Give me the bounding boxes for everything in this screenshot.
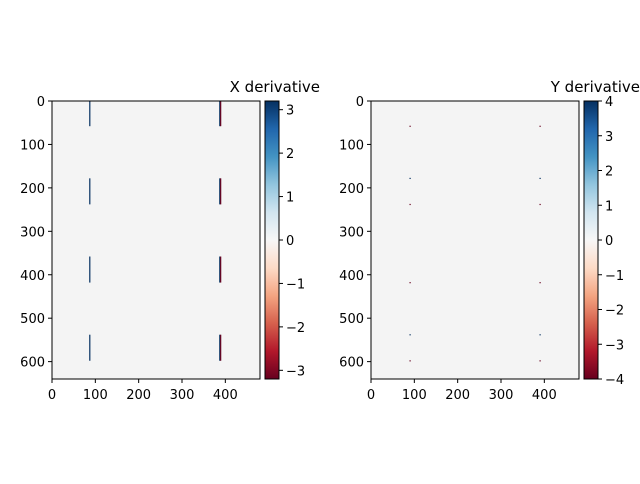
colorbar-tick-label-1: 3 (605, 130, 613, 145)
colorbar-tick-label-1: 2 (286, 147, 294, 162)
feature-point-9 (539, 282, 541, 284)
chart-title: X derivative (230, 78, 320, 96)
colorbar-axis: 3 2 1 0 −1 −2 −3 (279, 104, 305, 379)
y-tick-label-0: 0 (37, 95, 45, 110)
y-tick-label-5: 500 (20, 312, 45, 327)
feature-line-7 (220, 178, 222, 205)
feature-line-0 (89, 101, 91, 127)
colorbar-tick-label-6: −2 (605, 304, 624, 319)
colorbar (264, 100, 280, 380)
x-tick-label-2: 200 (126, 388, 151, 403)
feature-point-10 (539, 334, 541, 336)
x-tick-label-0: 0 (48, 388, 56, 403)
x-tick-label-1: 100 (402, 388, 427, 403)
colorbar-tick-label-5: −2 (286, 321, 305, 336)
colorbar (583, 100, 599, 380)
feature-point-2 (409, 203, 411, 206)
colorbar-tick-label-5: −1 (605, 269, 624, 284)
feature-line-1 (89, 178, 91, 205)
axes-frame (370, 100, 580, 380)
x-tick-label-4: 400 (213, 388, 238, 403)
feature-line-10 (219, 334, 221, 361)
feature-line-6 (219, 178, 221, 205)
y-tick-label-2: 200 (20, 182, 45, 197)
x-tick-label-0: 0 (367, 388, 375, 403)
x-axis: 0 100 200 300 400 (48, 379, 238, 403)
y-tick-label-4: 400 (339, 269, 364, 284)
feature-point-6 (539, 125, 541, 127)
y-tick-label-5: 500 (339, 312, 364, 327)
feature-point-11 (539, 360, 541, 362)
feature-point-5 (409, 360, 411, 362)
feature-point-0 (409, 125, 411, 127)
y-axis: 0 100 200 300 400 500 600 (339, 95, 371, 371)
colorbar-tick-label-3: 0 (286, 234, 294, 249)
feature-point-4 (409, 334, 411, 336)
y-axis: 0 100 200 300 400 500 600 (20, 95, 52, 371)
x-tick-label-2: 200 (445, 388, 470, 403)
y-tick-label-2: 200 (339, 182, 364, 197)
feature-line-8 (219, 256, 221, 283)
colorbar-tick-label-4: 0 (605, 234, 613, 249)
heatmap-image (52, 101, 260, 379)
y-tick-label-0: 0 (356, 95, 364, 110)
x-tick-label-1: 100 (83, 388, 108, 403)
colorbar-tick-label-2: 2 (605, 165, 613, 180)
colorbar-tick-label-6: −3 (286, 364, 305, 379)
feature-line-11 (220, 334, 222, 361)
feature-line-9 (220, 256, 222, 283)
x-tick-label-3: 300 (170, 388, 195, 403)
feature-line-3 (89, 334, 91, 361)
colorbar-tick-label-0: 3 (286, 104, 294, 119)
colorbar-tick-label-2: 1 (286, 191, 294, 206)
feature-line-4 (219, 101, 221, 127)
y-tick-label-1: 100 (20, 138, 45, 153)
y-tick-label-1: 100 (339, 138, 364, 153)
chart-title: Y derivative (550, 78, 640, 96)
feature-point-8 (539, 203, 541, 206)
colorbar-tick-label-7: −3 (605, 338, 624, 353)
colorbar-tick-label-3: 1 (605, 199, 613, 214)
heatmap-features (409, 125, 541, 362)
y-tick-label-6: 600 (339, 356, 364, 371)
feature-point-7 (539, 177, 541, 180)
y-tick-label-3: 300 (339, 225, 364, 240)
colorbar-axis: 4 3 2 1 0 −1 −2 −3 −4 (598, 95, 624, 388)
feature-line-2 (89, 256, 91, 283)
feature-point-3 (409, 282, 411, 284)
y-tick-label-3: 300 (20, 225, 45, 240)
x-tick-label-4: 400 (532, 388, 557, 403)
y-tick-label-6: 600 (20, 356, 45, 371)
colorbar-tick-label-4: −1 (286, 277, 305, 292)
heatmap-features (89, 101, 222, 361)
heatmap-image (371, 101, 579, 379)
feature-point-1 (409, 177, 411, 180)
axes-frame (51, 100, 261, 380)
colorbar-tick-label-0: 4 (605, 95, 613, 110)
feature-line-5 (220, 101, 222, 127)
y-tick-label-4: 400 (20, 269, 45, 284)
x-tick-label-3: 300 (489, 388, 514, 403)
x-axis: 0 100 200 300 400 (367, 379, 557, 403)
colorbar-tick-label-8: −4 (605, 373, 624, 388)
